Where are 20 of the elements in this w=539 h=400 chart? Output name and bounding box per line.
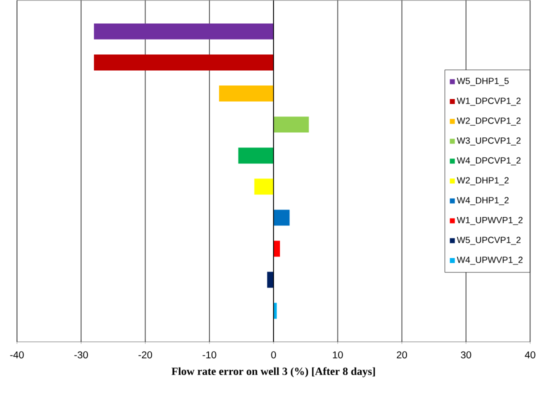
x-tick-label: 20 [396, 351, 408, 358]
legend-label: W1_UPWVP1_2 [456, 217, 523, 226]
legend-label: W5_DHP1_5 [456, 78, 509, 86]
x-tick-label: 10 [332, 351, 343, 358]
x-tick-label: -20 [138, 351, 152, 358]
x-tick-label: 40 [524, 351, 536, 358]
x-tick-label: 0 [271, 351, 276, 358]
x-tick-label: -10 [202, 351, 216, 358]
x-tick-label: -40 [10, 351, 24, 358]
legend-label: W4_DHP1_2 [456, 197, 509, 206]
legend-label: W4_UPWVP1_2 [456, 256, 523, 265]
legend-label: W1_DPCVP1_2 [456, 98, 521, 106]
x-axis-title: Flow rate error on well 3 (%) [After 8 days] [172, 367, 375, 378]
legend-label: W2_DHP1_2 [456, 177, 509, 186]
x-tick-label: -30 [74, 351, 88, 358]
legend-label: W4_DPCVP1_2 [456, 157, 521, 166]
legend-label: W2_DPCVP1_2 [456, 118, 521, 126]
legend-label: W3_UPCVP1_2 [456, 138, 521, 146]
legend-label: W5_UPCVP1_2 [456, 236, 521, 245]
x-tick-label: 30 [460, 351, 472, 358]
